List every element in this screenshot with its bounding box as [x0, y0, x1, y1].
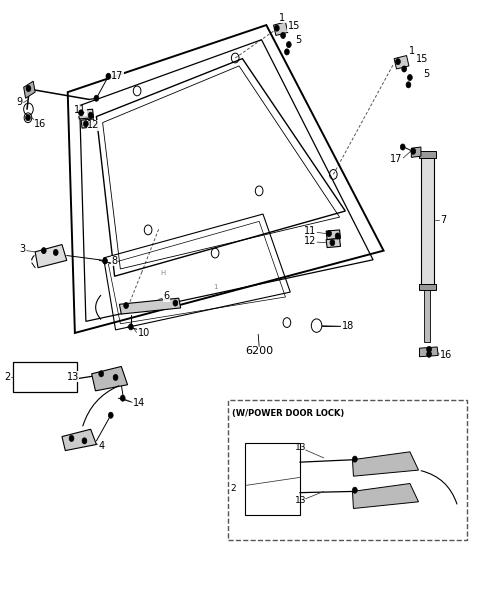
Text: 16: 16 — [34, 119, 47, 130]
Polygon shape — [62, 430, 96, 450]
Text: 8: 8 — [112, 256, 118, 266]
Text: 6200: 6200 — [245, 346, 273, 356]
Text: 12: 12 — [87, 120, 100, 130]
Text: 10: 10 — [138, 328, 150, 338]
Circle shape — [84, 121, 88, 127]
Polygon shape — [394, 56, 409, 69]
Text: 6: 6 — [163, 291, 169, 301]
Text: 15: 15 — [416, 54, 429, 64]
Circle shape — [26, 86, 31, 92]
Circle shape — [281, 32, 286, 38]
Circle shape — [406, 82, 411, 88]
Circle shape — [108, 412, 113, 419]
Circle shape — [287, 42, 291, 48]
Text: 12: 12 — [304, 236, 317, 246]
Circle shape — [402, 66, 407, 72]
Text: 2: 2 — [4, 372, 10, 382]
Circle shape — [335, 233, 340, 239]
Circle shape — [427, 346, 432, 353]
Text: 11: 11 — [74, 106, 86, 115]
Polygon shape — [24, 81, 35, 98]
Circle shape — [326, 230, 331, 236]
Circle shape — [94, 95, 99, 101]
Bar — [420, 284, 436, 290]
Bar — [421, 156, 434, 287]
Text: 17: 17 — [111, 71, 123, 81]
Circle shape — [113, 375, 118, 381]
Circle shape — [396, 59, 400, 65]
Circle shape — [79, 110, 84, 116]
Circle shape — [330, 240, 335, 246]
Circle shape — [99, 371, 104, 377]
Circle shape — [120, 395, 125, 401]
Circle shape — [25, 115, 30, 121]
Circle shape — [408, 75, 412, 81]
Circle shape — [173, 300, 178, 306]
Bar — [420, 151, 436, 158]
Polygon shape — [352, 483, 419, 508]
Bar — [245, 442, 300, 514]
Text: 5: 5 — [295, 35, 301, 45]
Circle shape — [124, 302, 129, 309]
Circle shape — [411, 148, 416, 155]
Text: 9: 9 — [16, 98, 23, 108]
Circle shape — [400, 144, 405, 150]
Circle shape — [103, 258, 108, 264]
Bar — [424, 284, 430, 342]
Text: 18: 18 — [341, 321, 354, 331]
Circle shape — [352, 456, 357, 462]
Text: 17: 17 — [390, 154, 403, 164]
Text: 16: 16 — [440, 351, 452, 360]
Circle shape — [53, 249, 58, 255]
Circle shape — [69, 436, 74, 441]
Text: 7: 7 — [440, 215, 446, 225]
Circle shape — [352, 487, 357, 493]
Text: 13: 13 — [67, 372, 79, 382]
Circle shape — [427, 351, 432, 357]
Text: 3: 3 — [20, 244, 25, 254]
Text: 15: 15 — [288, 21, 300, 31]
Text: 2: 2 — [230, 484, 236, 493]
Circle shape — [82, 438, 87, 444]
Circle shape — [129, 324, 133, 330]
Circle shape — [275, 25, 279, 31]
Text: 1: 1 — [279, 13, 286, 23]
Polygon shape — [420, 347, 438, 357]
Polygon shape — [326, 238, 340, 247]
Text: 5: 5 — [423, 69, 429, 79]
Polygon shape — [274, 22, 288, 35]
Polygon shape — [81, 119, 95, 128]
Text: 1: 1 — [409, 46, 415, 56]
Bar — [12, 362, 77, 392]
Polygon shape — [92, 367, 128, 391]
Polygon shape — [411, 147, 421, 158]
Polygon shape — [35, 244, 67, 268]
Circle shape — [285, 49, 289, 55]
Polygon shape — [78, 109, 94, 119]
Circle shape — [106, 73, 111, 79]
Text: 4: 4 — [99, 441, 105, 451]
Polygon shape — [326, 230, 340, 240]
Polygon shape — [120, 298, 180, 314]
Polygon shape — [352, 452, 419, 476]
Circle shape — [41, 247, 46, 254]
Circle shape — [88, 112, 93, 119]
Text: 14: 14 — [133, 398, 145, 408]
Text: 1: 1 — [213, 284, 217, 290]
Text: 13: 13 — [295, 496, 307, 505]
Text: (W/POWER DOOR LOCK): (W/POWER DOOR LOCK) — [232, 409, 344, 418]
Text: 11: 11 — [304, 226, 317, 236]
Text: 13: 13 — [295, 443, 307, 452]
Text: H: H — [161, 269, 166, 276]
